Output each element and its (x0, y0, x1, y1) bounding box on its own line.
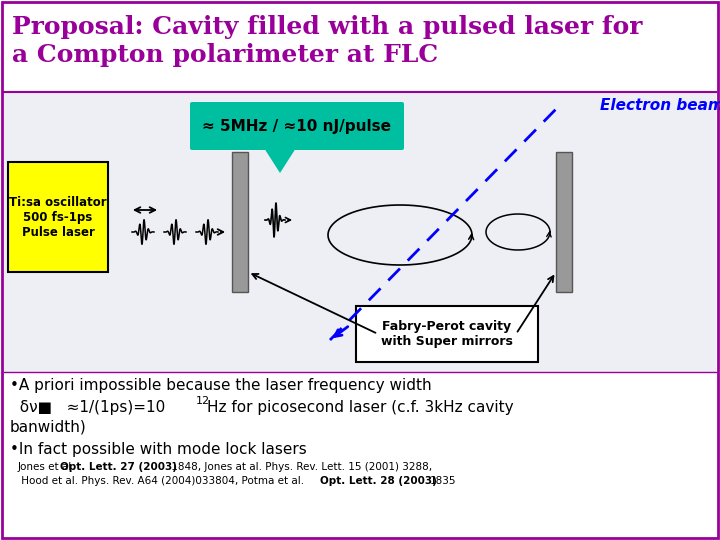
FancyBboxPatch shape (8, 162, 108, 272)
Text: banwidth): banwidth) (10, 420, 86, 435)
FancyBboxPatch shape (4, 92, 716, 372)
FancyBboxPatch shape (556, 152, 572, 292)
Text: •A priori impossible because the laser frequency width: •A priori impossible because the laser f… (10, 378, 431, 393)
Text: Opt. Lett. 28 (2003): Opt. Lett. 28 (2003) (320, 476, 437, 486)
Text: Electron beam: Electron beam (600, 98, 720, 112)
Text: Jones et al.: Jones et al. (18, 462, 79, 472)
Text: Hood et al. Phys. Rev. A64 (2004)033804, Potma et al.: Hood et al. Phys. Rev. A64 (2004)033804,… (18, 476, 307, 486)
Text: Ti:sa oscillator
500 fs-1ps
Pulse laser: Ti:sa oscillator 500 fs-1ps Pulse laser (9, 195, 107, 239)
Polygon shape (264, 148, 296, 173)
FancyBboxPatch shape (356, 306, 538, 362)
FancyBboxPatch shape (190, 102, 404, 150)
Text: Fabry-Perot cavity
with Super mirrors: Fabry-Perot cavity with Super mirrors (381, 320, 513, 348)
Text: 1835: 1835 (430, 476, 456, 486)
FancyBboxPatch shape (232, 152, 248, 292)
Text: a Compton polarimeter at FLC: a Compton polarimeter at FLC (12, 43, 438, 67)
Text: ≈ 5MHz / ≈10 nJ/pulse: ≈ 5MHz / ≈10 nJ/pulse (202, 118, 392, 133)
Text: 12: 12 (196, 396, 210, 406)
Text: Proposal: Cavity filled with a pulsed laser for: Proposal: Cavity filled with a pulsed la… (12, 15, 642, 39)
Text: 1848, Jones at al. Phys. Rev. Lett. 15 (2001) 3288,: 1848, Jones at al. Phys. Rev. Lett. 15 (… (168, 462, 432, 472)
Text: Opt. Lett. 27 (2003): Opt. Lett. 27 (2003) (60, 462, 177, 472)
Text: •In fact possible with mode lock lasers: •In fact possible with mode lock lasers (10, 442, 307, 457)
Text: Hz for picosecond laser (c.f. 3kHz cavity: Hz for picosecond laser (c.f. 3kHz cavit… (207, 400, 513, 415)
Text: δν■   ≈1/(1ps)=10: δν■ ≈1/(1ps)=10 (10, 400, 166, 415)
